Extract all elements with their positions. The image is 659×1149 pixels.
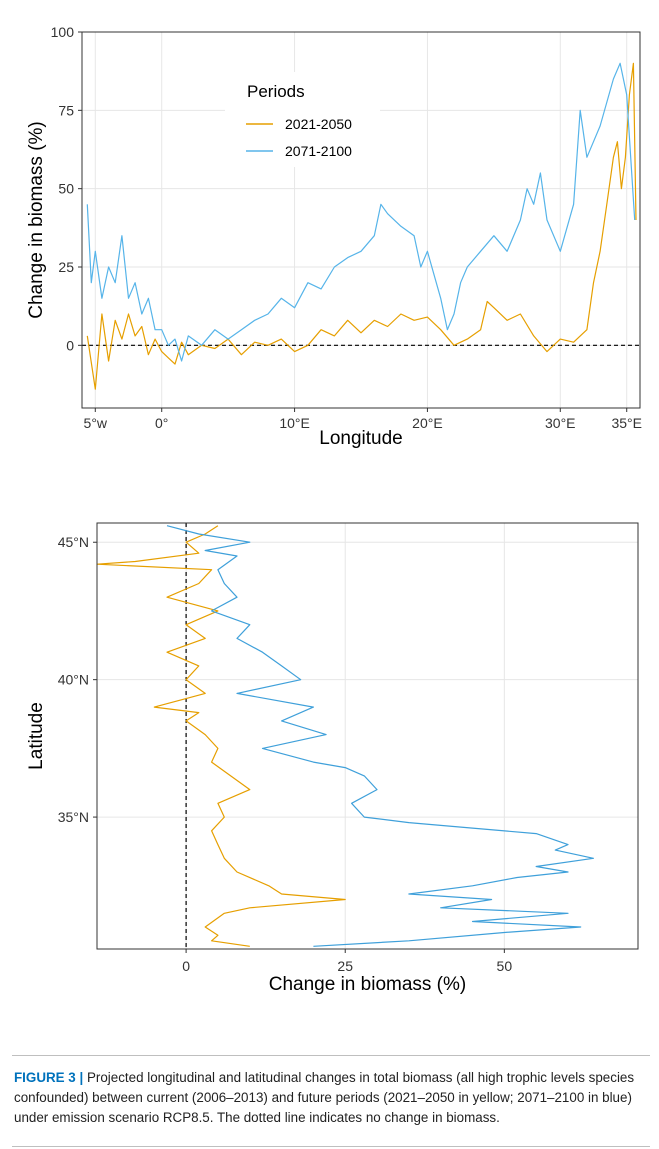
series-line-2021-2050 bbox=[86, 62, 637, 390]
x-tick-label: 5°w bbox=[84, 415, 108, 431]
x-tick-label: 10°E bbox=[279, 415, 310, 431]
y-axis-title: Latitude bbox=[26, 702, 47, 770]
x-tick-label: 50 bbox=[497, 958, 513, 974]
caption-text: Projected longitudinal and latitudinal c… bbox=[14, 1070, 635, 1125]
x-tick-label: 0 bbox=[182, 958, 190, 974]
tick-labels: 0 25 50 35°N 40°N 45°N bbox=[58, 534, 513, 974]
plot-panel bbox=[97, 523, 638, 949]
y-tick-label: 45°N bbox=[58, 534, 89, 550]
y-tick-label: 0 bbox=[66, 337, 74, 353]
plot-border bbox=[96, 522, 639, 950]
figure-canvas: 5°w 0° 10°E 20°E 30°E 35°E 0 25 50 75 100 Longitud… bbox=[26, 24, 642, 995]
series-line-2071-2100 bbox=[166, 525, 595, 947]
y-tick-label: 100 bbox=[51, 24, 75, 40]
figure-caption: FIGURE 3 | Projected longitudinal and la… bbox=[14, 1068, 646, 1128]
caption-rule-bottom bbox=[12, 1146, 650, 1147]
caption-label: FIGURE 3 | bbox=[14, 1070, 84, 1085]
legend-title: Periods bbox=[247, 82, 305, 101]
longitude-chart: 5°w 0° 10°E 20°E 30°E 35°E 0 25 50 75 100 Longitud… bbox=[26, 24, 642, 449]
y-tick-label: 35°N bbox=[58, 809, 89, 825]
x-axis-title: Change in biomass (%) bbox=[269, 974, 466, 995]
y-tick-label: 75 bbox=[58, 102, 74, 118]
y-axis-title: Change in biomass (%) bbox=[26, 121, 47, 318]
x-tick-label: 0° bbox=[155, 415, 168, 431]
tick-labels: 5°w 0° 10°E 20°E 30°E 35°E 0 25 50 75 100 bbox=[51, 24, 642, 431]
x-tick-label: 30°E bbox=[545, 415, 576, 431]
y-tick-label: 25 bbox=[58, 259, 74, 275]
series-line-2021-2050 bbox=[96, 525, 346, 947]
x-tick-label: 35°E bbox=[611, 415, 642, 431]
y-tick-label: 40°N bbox=[58, 672, 89, 688]
series-lines bbox=[96, 525, 595, 947]
legend-label-2021-2050: 2021-2050 bbox=[285, 116, 352, 132]
series-lines bbox=[86, 62, 637, 390]
legend: Periods 2021-2050 2071-2100 bbox=[225, 72, 380, 167]
plot-border bbox=[81, 31, 641, 409]
x-axis-title: Longitude bbox=[319, 428, 402, 449]
y-tick-label: 50 bbox=[58, 181, 74, 197]
x-tick-label: 20°E bbox=[412, 415, 443, 431]
caption-rule-top bbox=[12, 1055, 650, 1056]
x-tick-label: 25 bbox=[337, 958, 353, 974]
legend-label-2071-2100: 2071-2100 bbox=[285, 143, 352, 159]
series-line-2071-2100 bbox=[86, 62, 636, 362]
